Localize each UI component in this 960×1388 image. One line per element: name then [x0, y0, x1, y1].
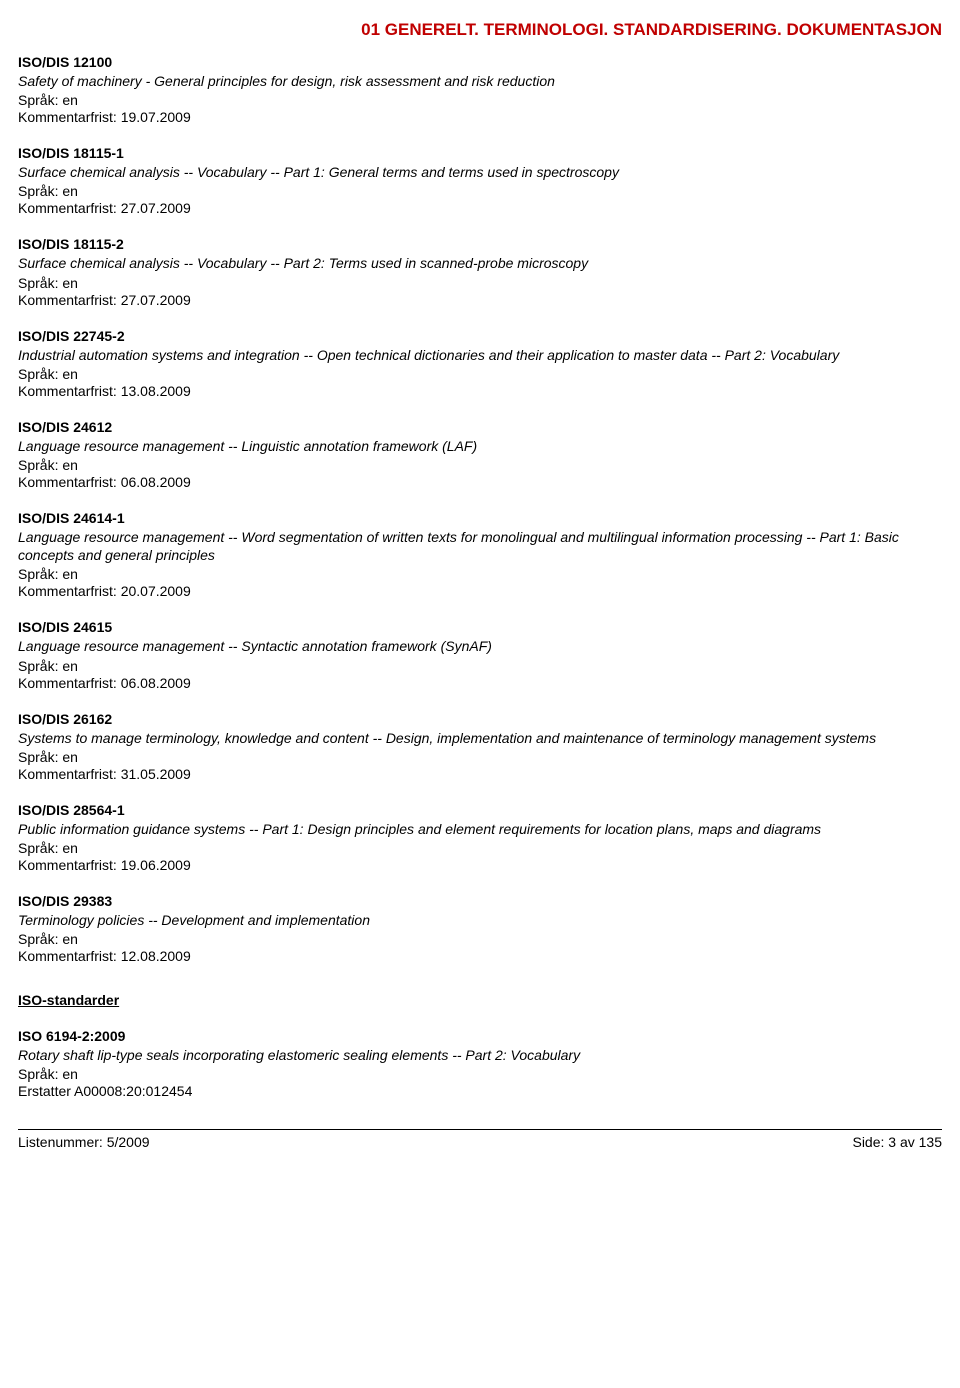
entry-description: Industrial automation systems and integr…	[18, 346, 942, 364]
entry-comment-deadline: Kommentarfrist: 19.06.2009	[18, 857, 942, 873]
standard-entry: ISO/DIS 29383 Terminology policies -- Dev…	[18, 893, 942, 964]
entry-language: Språk: en	[18, 1066, 942, 1082]
footer-left: Listenummer: 5/2009	[18, 1134, 150, 1150]
standard-entry: ISO/DIS 26162 Systems to manage terminolo…	[18, 711, 942, 782]
entry-comment-deadline: Kommentarfrist: 31.05.2009	[18, 766, 942, 782]
entry-description: Terminology policies -- Development and …	[18, 911, 942, 929]
footer-right: Side: 3 av 135	[852, 1134, 942, 1150]
entry-description: Surface chemical analysis -- Vocabulary …	[18, 254, 942, 272]
standard-entry: ISO/DIS 22745-2 Industrial automation sys…	[18, 328, 942, 399]
section-iso-standarder: ISO-standarder	[18, 992, 942, 1008]
entry-language: Språk: en	[18, 92, 942, 108]
entry-language: Språk: en	[18, 840, 942, 856]
standard-entry: ISO/DIS 24614-1 Language resource managem…	[18, 510, 942, 599]
entry-code: ISO/DIS 28564-1	[18, 802, 942, 818]
standard-entry: ISO/DIS 24615 Language resource managemen…	[18, 619, 942, 690]
entry-language: Språk: en	[18, 658, 942, 674]
entry-description: Systems to manage terminology, knowledge…	[18, 729, 942, 747]
entry-comment-deadline: Kommentarfrist: 06.08.2009	[18, 474, 942, 490]
entry-description: Language resource management -- Word seg…	[18, 528, 942, 564]
entry-language: Språk: en	[18, 457, 942, 473]
entry-description: Safety of machinery - General principles…	[18, 72, 942, 90]
entry-description: Language resource management -- Syntacti…	[18, 637, 942, 655]
entry-comment-deadline: Kommentarfrist: 19.07.2009	[18, 109, 942, 125]
standard-entry: ISO/DIS 18115-1 Surface chemical analysis…	[18, 145, 942, 216]
entry-code: ISO/DIS 29383	[18, 893, 942, 909]
entry-code: ISO/DIS 24612	[18, 419, 942, 435]
entry-description: Public information guidance systems -- P…	[18, 820, 942, 838]
entry-code: ISO/DIS 18115-1	[18, 145, 942, 161]
entry-language: Språk: en	[18, 931, 942, 947]
standard-entry: ISO/DIS 28564-1 Public information guidan…	[18, 802, 942, 873]
entry-language: Språk: en	[18, 566, 942, 582]
entry-comment-deadline: Kommentarfrist: 20.07.2009	[18, 583, 942, 599]
entry-comment-deadline: Kommentarfrist: 27.07.2009	[18, 200, 942, 216]
entry-code: ISO/DIS 24614-1	[18, 510, 942, 526]
standard-entry: ISO/DIS 18115-2 Surface chemical analysis…	[18, 236, 942, 307]
entry-description: Rotary shaft lip-type seals incorporatin…	[18, 1046, 942, 1064]
entry-description: Language resource management -- Linguist…	[18, 437, 942, 455]
entry-replaces: Erstatter A00008:20:012454	[18, 1083, 942, 1099]
entry-language: Språk: en	[18, 366, 942, 382]
entry-code: ISO/DIS 26162	[18, 711, 942, 727]
entry-code: ISO/DIS 12100	[18, 54, 942, 70]
entry-code: ISO/DIS 18115-2	[18, 236, 942, 252]
standard-entry: ISO/DIS 12100 Safety of machinery - Gener…	[18, 54, 942, 125]
page-footer: Listenummer: 5/2009 Side: 3 av 135	[18, 1129, 942, 1150]
entry-code: ISO/DIS 22745-2	[18, 328, 942, 344]
entry-language: Språk: en	[18, 749, 942, 765]
entry-comment-deadline: Kommentarfrist: 06.08.2009	[18, 675, 942, 691]
entry-language: Språk: en	[18, 183, 942, 199]
entry-description: Surface chemical analysis -- Vocabulary …	[18, 163, 942, 181]
entry-code: ISO/DIS 24615	[18, 619, 942, 635]
entry-comment-deadline: Kommentarfrist: 12.08.2009	[18, 948, 942, 964]
standard-entry: ISO 6194-2:2009 Rotary shaft lip-type sea…	[18, 1028, 942, 1099]
entry-code: ISO 6194-2:2009	[18, 1028, 942, 1044]
entry-comment-deadline: Kommentarfrist: 13.08.2009	[18, 383, 942, 399]
standard-entry: ISO/DIS 24612 Language resource managemen…	[18, 419, 942, 490]
page-header: 01 GENERELT. TERMINOLOGI. STANDARDISERIN…	[18, 20, 942, 40]
entry-language: Språk: en	[18, 275, 942, 291]
entry-comment-deadline: Kommentarfrist: 27.07.2009	[18, 292, 942, 308]
